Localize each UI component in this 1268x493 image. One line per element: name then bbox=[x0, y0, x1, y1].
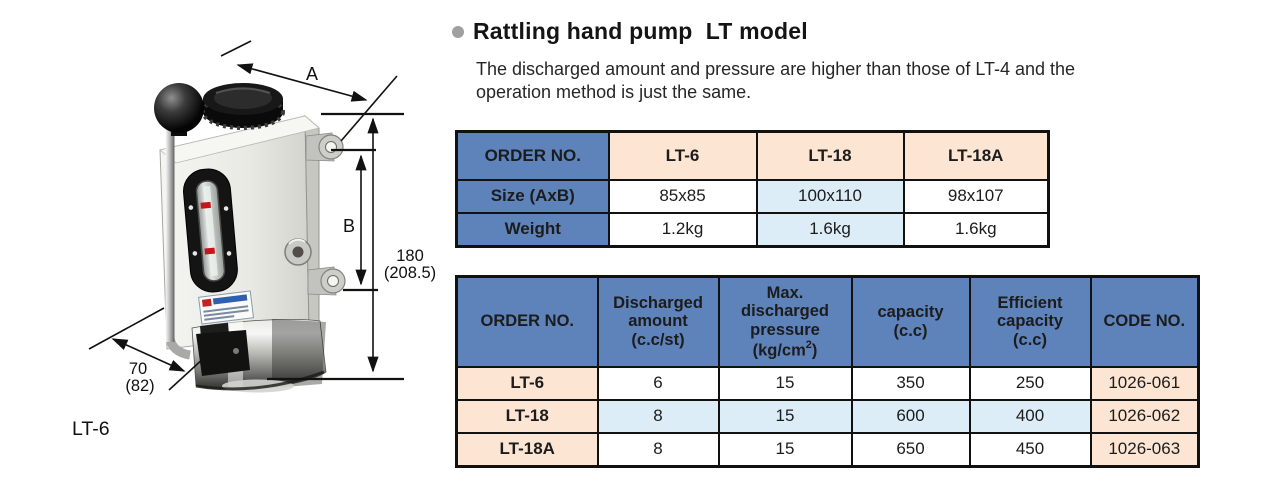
data-cell: 98x107 bbox=[902, 178, 1050, 214]
filler-cap bbox=[201, 83, 285, 130]
table-row-lt18: LT-18 8 15 600 400 1026-062 bbox=[455, 398, 1200, 434]
dim-a-arrow bbox=[236, 63, 368, 102]
model-caption: LT-6 bbox=[72, 418, 110, 440]
data-cell: 250 bbox=[968, 365, 1092, 401]
data-cell: 400 bbox=[968, 398, 1092, 434]
data-cell: 100x110 bbox=[755, 178, 905, 214]
model-cell: LT-18A bbox=[455, 431, 599, 468]
dim-height-label: 180 bbox=[396, 247, 424, 265]
table-row: Weight 1.2kg 1.6kg 1.6kg bbox=[455, 211, 1050, 248]
pump-diagram: A B 180 (208.5) 70 (82) LT-6 bbox=[72, 40, 436, 440]
side-port-fitting bbox=[284, 238, 312, 266]
dim-height-alt-label: (208.5) bbox=[384, 264, 436, 282]
col-header-order-no: ORDER NO. bbox=[455, 275, 599, 368]
data-cell: 1.2kg bbox=[607, 211, 758, 248]
code-cell: 1026-061 bbox=[1089, 365, 1200, 401]
data-cell: 600 bbox=[850, 398, 971, 434]
col-header-efficient-capacity: Efficient capacity (c.c) bbox=[968, 275, 1092, 368]
sight-glass bbox=[183, 168, 238, 293]
performance-header-row: ORDER NO. Discharged amount (c.c/st) Max… bbox=[455, 275, 1200, 368]
dim-a-label: A bbox=[306, 64, 318, 84]
lever-rod bbox=[165, 130, 175, 342]
table-row-lt6: LT-6 6 15 350 250 1026-061 bbox=[455, 365, 1200, 401]
spec-table: ORDER NO. LT-6 LT-18 LT-18A Size (AxB) 8… bbox=[455, 130, 1050, 248]
data-cell: 1.6kg bbox=[902, 211, 1050, 248]
table-row: Size (AxB) 85x85 100x110 98x107 bbox=[455, 178, 1050, 214]
model-cell: LT-6 bbox=[455, 365, 599, 401]
row-header-weight: Weight bbox=[455, 211, 610, 248]
data-cell: 6 bbox=[596, 365, 720, 401]
description-line: The discharged amount and pressure are h… bbox=[476, 59, 1076, 79]
dim-width-arrow bbox=[111, 338, 186, 372]
pump-handle-knob bbox=[154, 83, 204, 136]
col-header-order-no: ORDER NO. bbox=[455, 130, 610, 181]
product-description: The discharged amount and pressure are h… bbox=[476, 58, 1075, 104]
dim-width-alt-label: (82) bbox=[125, 377, 154, 395]
data-cell: 450 bbox=[968, 431, 1092, 468]
col-header-lt18: LT-18 bbox=[755, 130, 905, 181]
col-header-lt6: LT-6 bbox=[607, 130, 758, 181]
dim-width-label: 70 bbox=[129, 360, 147, 378]
row-header-size: Size (AxB) bbox=[455, 178, 610, 214]
col-header-max-pressure: Max. discharged pressure (kg/cm2) bbox=[717, 275, 853, 368]
code-cell: 1026-063 bbox=[1089, 431, 1200, 468]
data-cell: 15 bbox=[717, 431, 853, 468]
col-header-capacity: capacity (c.c) bbox=[850, 275, 971, 368]
data-cell: 15 bbox=[717, 365, 853, 401]
performance-table: ORDER NO. Discharged amount (c.c/st) Max… bbox=[455, 275, 1200, 468]
col-header-lt18a: LT-18A bbox=[902, 130, 1050, 181]
data-cell: 650 bbox=[850, 431, 971, 468]
data-cell: 85x85 bbox=[607, 178, 758, 214]
code-cell: 1026-062 bbox=[1089, 398, 1200, 434]
outlet-block bbox=[196, 323, 250, 376]
col-header-code-no: CODE NO. bbox=[1089, 275, 1200, 368]
data-cell: 8 bbox=[596, 398, 720, 434]
col-header-discharged-amount: Discharged amount (c.c/st) bbox=[596, 275, 720, 368]
spec-header-row: ORDER NO. LT-6 LT-18 LT-18A bbox=[455, 130, 1050, 181]
mounting-lug-top bbox=[305, 132, 344, 162]
data-cell: 8 bbox=[596, 431, 720, 468]
dimension-lines bbox=[88, 40, 404, 391]
page-title: Rattling hand pump LT model bbox=[473, 18, 808, 44]
data-cell: 350 bbox=[850, 365, 971, 401]
bullet-icon bbox=[452, 26, 464, 38]
table-row-lt18a: LT-18A 8 15 650 450 1026-063 bbox=[455, 431, 1200, 468]
description-line: operation method is just the same. bbox=[476, 82, 752, 102]
label-sticker bbox=[198, 290, 255, 325]
data-cell: 15 bbox=[717, 398, 853, 434]
data-cell: 1.6kg bbox=[755, 211, 905, 248]
dim-b-label: B bbox=[343, 216, 355, 236]
mounting-lug-bottom bbox=[307, 266, 346, 296]
model-cell: LT-18 bbox=[455, 398, 599, 434]
